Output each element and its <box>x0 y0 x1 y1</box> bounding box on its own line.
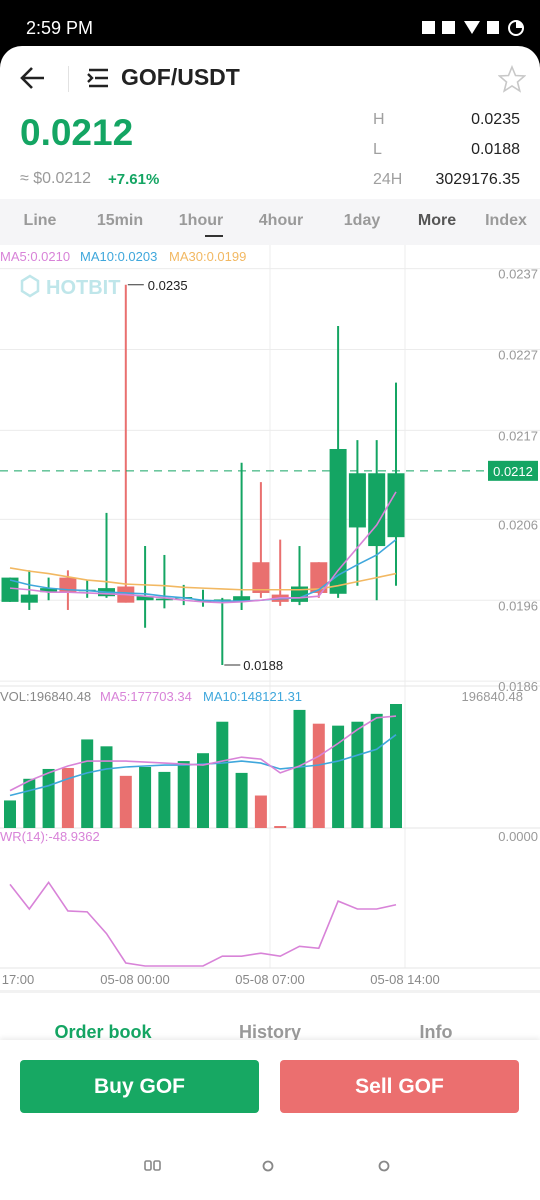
volume-bar <box>293 709 306 828</box>
vol-max-label: 196840.48 <box>462 689 523 704</box>
tab[interactable]: Index <box>485 212 527 229</box>
vol-legend: MA5:177703.34 <box>100 689 192 704</box>
candle-body <box>40 588 58 593</box>
volume-bar <box>81 739 94 828</box>
wr-line <box>9 880 397 967</box>
y-tick-label: 0.0227 <box>498 347 538 362</box>
back-button[interactable] <box>18 64 48 94</box>
volume-bar <box>274 826 287 828</box>
candle-body <box>1 577 19 602</box>
wr-top-label: 0.0000 <box>498 829 538 844</box>
volume-bar <box>235 772 248 828</box>
nav-bar <box>144 1160 390 1172</box>
tab[interactable]: 15min <box>96 212 144 229</box>
y-tick-label: 0.0237 <box>498 267 538 282</box>
vol-ma10-line <box>9 734 397 797</box>
candle-body <box>387 473 405 538</box>
stat-value: 0.0235 <box>471 111 520 128</box>
high-label: 0.0235 <box>148 278 188 293</box>
volume-bar <box>370 713 383 828</box>
divider <box>68 66 69 92</box>
candle-body <box>213 599 231 602</box>
candle-body <box>368 473 386 547</box>
fiat-price: ≈ $0.0212 <box>20 170 92 187</box>
ma30-line <box>9 567 397 591</box>
volume-bar <box>177 761 190 828</box>
stat-label: L <box>373 141 382 158</box>
volume-bar <box>351 721 364 828</box>
x-label: 05-08 14:00 <box>370 972 439 987</box>
current-price-box <box>488 460 538 481</box>
volume-bar <box>390 704 402 828</box>
candle-body <box>252 562 270 593</box>
tab[interactable]: More <box>417 212 457 229</box>
x-label: 17:00 <box>2 972 35 987</box>
bottom-tab[interactable]: Order book <box>54 1022 152 1042</box>
volume-bar <box>158 771 171 828</box>
candle-body <box>348 473 366 528</box>
candle-body <box>310 562 328 593</box>
volume-bar <box>312 723 325 828</box>
ma-legend: MA10:0.0203 <box>80 249 157 264</box>
sell-button[interactable]: Sell GOF <box>280 1060 519 1113</box>
y-tick-label: 0.0186 <box>498 679 538 694</box>
candle-body <box>329 448 347 594</box>
volume-bar <box>119 775 132 828</box>
volume-bar <box>216 721 229 828</box>
stat-value: 3029176.35 <box>435 171 520 188</box>
tab[interactable]: 1hour <box>178 212 224 229</box>
low-label: 0.0188 <box>243 658 283 673</box>
price-change: +7.61% <box>108 171 160 188</box>
volume-bar <box>4 800 16 828</box>
status-icons <box>422 20 524 36</box>
vol-legend: VOL:196840.48 <box>0 689 91 704</box>
kline-chart: HOTBIT MA5:0.0210 MA10:0.0203 MA30:0.019… <box>0 245 540 993</box>
x-label: 05-08 07:00 <box>235 972 304 987</box>
vol-ma5-line <box>9 715 397 792</box>
volume-bar <box>197 753 209 828</box>
ma5-line <box>9 491 397 604</box>
y-tick-label: 0.0206 <box>498 517 538 532</box>
bottom-tab[interactable]: Info <box>419 1022 453 1042</box>
bottom-tab[interactable]: History <box>238 1022 302 1042</box>
y-tick-label: 0.0217 <box>498 428 538 443</box>
stat-value: 0.0188 <box>471 141 520 158</box>
pair-icon <box>87 68 108 88</box>
status-time: 2:59 PM <box>26 18 94 38</box>
volume-bar <box>61 767 74 828</box>
current-price-label: 0.0212 <box>493 464 533 479</box>
tab[interactable]: 1day <box>343 212 381 229</box>
watermark: HOTBIT <box>46 277 120 299</box>
ma-legend: MA30:0.0199 <box>169 249 246 264</box>
candle-body <box>20 594 38 603</box>
interval-tabs: Line 15min 1hour 4hour 1day More Index <box>0 199 540 245</box>
volume-bar <box>139 766 152 828</box>
wr-legend: WR(14):-48.9362 <box>0 829 100 844</box>
candle-body <box>136 596 154 601</box>
candle-body <box>233 596 251 602</box>
volume-bar <box>100 746 113 828</box>
ma-legend: MA5:0.0210 <box>0 249 70 264</box>
tab[interactable]: Line <box>23 212 57 229</box>
buy-button[interactable]: Buy GOF <box>20 1060 259 1113</box>
last-price: 0.0212 <box>20 112 134 153</box>
candle-body <box>155 598 173 601</box>
vol-legend: MA10:148121.31 <box>203 689 302 704</box>
volume-bar <box>332 725 345 828</box>
favorite-star[interactable] <box>498 65 526 93</box>
stat-label: 24H <box>373 171 403 188</box>
volume-bar <box>23 778 36 828</box>
y-tick-label: 0.0196 <box>498 598 538 613</box>
chart-layer: HOTBIT MA5:0.0210 MA10:0.0203 MA30:0.019… <box>0 245 540 993</box>
stat-label: H <box>373 111 385 128</box>
volume-bar <box>254 795 267 828</box>
volume-bar <box>42 768 55 828</box>
x-label: 05-08 00:00 <box>100 972 169 987</box>
tab-indicator <box>205 235 223 237</box>
pair-title: GOF/USDT <box>121 64 240 90</box>
tab[interactable]: 4hour <box>258 212 304 229</box>
